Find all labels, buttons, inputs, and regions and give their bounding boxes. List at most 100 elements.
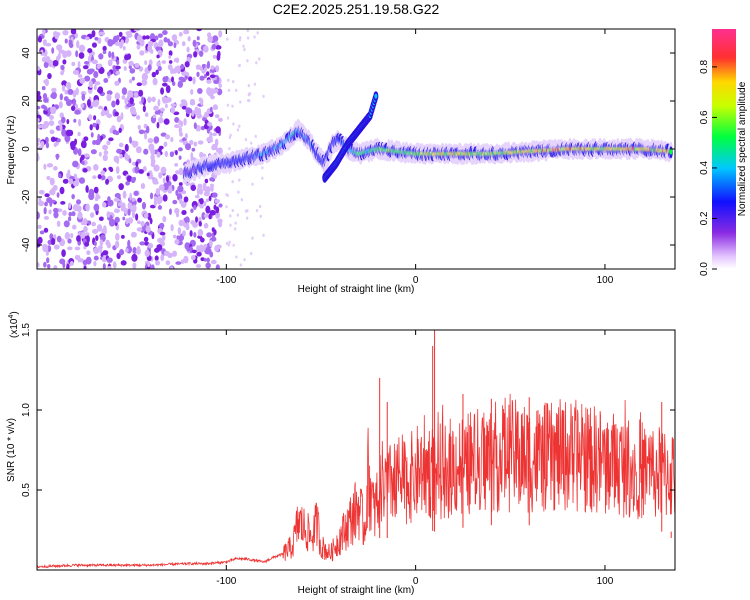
noise-speckle [91,59,98,65]
noise-speckle [53,166,58,171]
noise-speckle [126,175,133,182]
noise-speckle [178,198,183,205]
noise-speckle [157,205,163,210]
noise-speckle [93,115,97,121]
noise-speckle [203,213,210,218]
noise-speckle [215,65,220,73]
noise-speckle [68,39,73,48]
noise-speckle [101,201,107,208]
noise-speckle [97,88,103,93]
noise-speckle [155,187,161,196]
noise-speckle [136,220,141,225]
spectrogram-x-axis-label: Height of straight line (km) [298,284,415,295]
noise-speckle [177,185,184,193]
noise-speckle [124,143,129,152]
noise-speckle [53,211,59,219]
noise-speckle [42,29,46,36]
noise-speckle [91,42,97,48]
noise-speckle [103,150,109,156]
noise-speckle [209,131,213,138]
noise-speckle [163,250,170,257]
noise-speckle [153,198,158,207]
noise-speckle [72,203,79,212]
noise-speckle [180,200,187,208]
noise-speckle [134,166,140,174]
noise-speckle [78,52,85,59]
noise-speckle [49,129,55,135]
noise-speckle [107,39,114,47]
noise-speckle [127,208,131,216]
noise-speckle [37,90,41,96]
noise-speckle [162,234,166,242]
noise-speckle [227,243,230,247]
noise-speckle [190,184,197,191]
noise-speckle [114,80,120,86]
noise-speckle [106,257,113,263]
noise-speckle [154,110,160,115]
noise-speckle [182,230,186,237]
noise-speckle [37,110,40,116]
noise-speckle [42,39,47,44]
noise-speckle [43,207,47,215]
spectrogram-noise-layer [37,29,266,269]
noise-speckle [197,88,203,94]
noise-speckle [198,221,202,227]
noise-speckle [153,105,159,111]
noise-speckle [193,204,197,211]
noise-speckle [144,60,148,65]
noise-speckle [125,248,129,253]
spectrogram-x-tick-label: 100 [597,275,614,286]
noise-speckle [93,241,97,247]
snr-series-line [37,393,675,569]
noise-speckle [149,192,154,200]
noise-speckle [64,232,71,240]
noise-speckle [237,190,240,194]
noise-speckle [180,63,185,70]
spectrogram-y-axis-label: Frequency (Hz) [6,116,17,185]
noise-speckle [207,122,213,127]
noise-speckle [178,155,182,160]
noise-speckle [129,136,132,144]
noise-speckle [125,181,130,186]
noise-speckle [153,136,160,144]
noise-speckle [203,257,207,262]
noise-speckle [105,178,110,185]
noise-speckle [208,195,212,202]
noise-speckle [204,187,210,195]
noise-speckle [89,124,93,131]
noise-speckle [115,70,121,75]
noise-speckle [95,235,99,241]
noise-speckle [181,210,187,216]
noise-speckle [226,103,230,107]
noise-speckle [170,103,177,107]
colorbar-tick-label: 0.0 [699,262,710,276]
noise-speckle [152,77,158,86]
noise-speckle [133,190,139,196]
noise-speckle [68,211,73,217]
noise-speckle [238,38,242,42]
noise-speckle [69,260,74,266]
noise-speckle [186,247,190,252]
noise-speckle [85,235,90,244]
noise-speckle [186,221,190,229]
noise-speckle [123,66,127,71]
noise-speckle [178,182,183,187]
noise-speckle [98,151,102,157]
noise-speckle [55,32,61,37]
noise-speckle [91,228,99,235]
noise-speckle [67,88,74,96]
noise-speckle [85,232,90,237]
noise-speckle [177,227,182,235]
noise-speckle [71,61,76,67]
noise-speckle [160,166,167,174]
noise-speckle [143,148,149,155]
noise-speckle [145,225,151,233]
noise-speckle [164,103,168,109]
noise-speckle [98,245,103,250]
noise-speckle [80,140,87,149]
noise-speckle [133,91,139,98]
noise-speckle [217,117,223,122]
noise-speckle [101,175,106,181]
noise-speckle [255,61,258,65]
noise-speckle [37,105,41,110]
